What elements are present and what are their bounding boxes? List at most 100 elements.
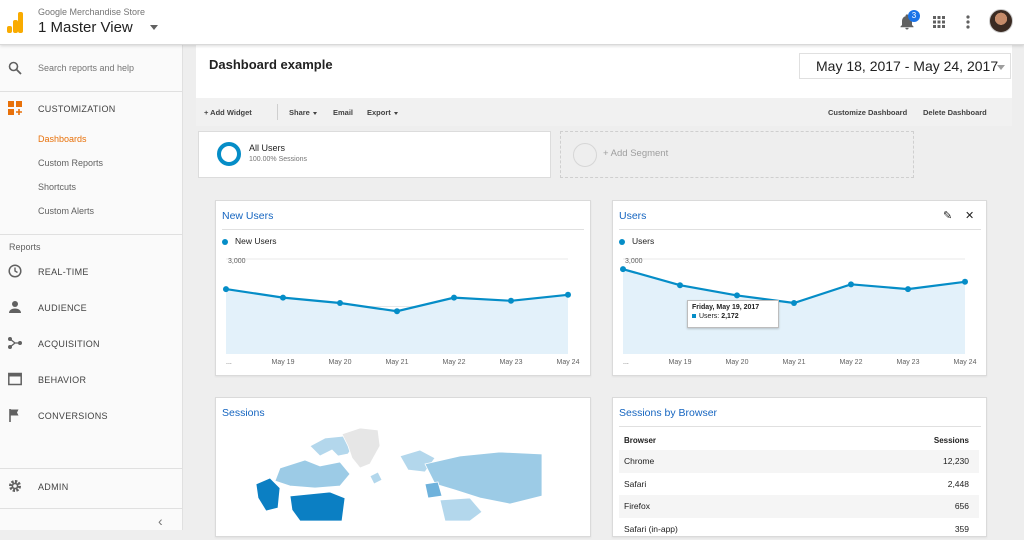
add-widget-button[interactable]: + Add Widget [204,108,252,117]
date-range-caret-icon [997,65,1005,70]
column-header-sessions[interactable]: Sessions [934,436,969,445]
legend-dot [222,239,228,245]
search-icon[interactable] [8,61,22,75]
data-point[interactable] [451,295,457,301]
sidebar-item-conversions[interactable]: CONVERSIONS [38,411,108,421]
series-area [226,289,568,354]
dashboard-title: Dashboard example [209,57,333,72]
add-segment-button[interactable]: + Add Segment [560,131,914,178]
browser-table: Browser Sessions Chrome 12,230 Safari 2,… [619,430,979,540]
data-point[interactable] [791,300,797,306]
widget-title[interactable]: Sessions [222,407,265,419]
gear-icon [8,479,22,493]
share-caret-icon [313,112,317,115]
data-point[interactable] [848,281,854,287]
sidebar-item-audience[interactable]: AUDIENCE [38,303,87,313]
export-button[interactable]: Export [367,108,398,117]
x-tick-label: May 19 [669,359,692,366]
x-tick-label: May 23 [897,359,920,366]
x-tick-label: May 21 [783,359,806,366]
widget-title[interactable]: Sessions by Browser [619,407,717,419]
map-region [370,472,382,484]
chart-legend: Users [619,236,654,246]
top-bar: Google Merchandise Store 1 Master View 3 [0,0,1024,45]
data-point[interactable] [223,286,229,292]
account-name[interactable]: Google Merchandise Store [38,7,145,17]
chart-legend: New Users [222,236,277,246]
x-tick-label: May 24 [557,359,580,366]
date-range-text: May 18, 2017 - May 24, 2017 [816,58,998,74]
view-dropdown-caret-icon[interactable] [150,25,158,30]
data-point[interactable] [962,279,968,285]
data-point[interactable] [620,266,626,272]
sidebar-item-shortcuts[interactable]: Shortcuts [38,182,76,192]
data-point[interactable] [565,292,571,298]
date-range-picker[interactable]: May 18, 2017 - May 24, 2017 [799,53,1011,79]
search-reports-input[interactable]: Search reports and help [38,63,134,73]
data-point[interactable] [394,308,400,314]
share-button[interactable]: Share [289,108,317,117]
series-area [623,269,965,354]
sidebar-item-behavior[interactable]: BEHAVIOR [38,375,86,385]
segment-percent: 100.00% Sessions [249,156,307,163]
x-tick-label: May 21 [386,359,409,366]
sidebar-item-custom-alerts[interactable]: Custom Alerts [38,206,94,216]
browser-name[interactable]: Chrome [624,456,654,466]
widget-title-divider [222,229,584,230]
sidebar-item-custom-reports[interactable]: Custom Reports [38,158,103,168]
analytics-logo-icon[interactable] [7,11,23,33]
sidebar-divider [0,91,183,92]
sidebar: Search reports and help CUSTOMIZATION Da… [0,45,183,530]
map-region [275,460,350,488]
tooltip-series-swatch [692,314,696,318]
browser-name[interactable]: Safari [624,479,646,489]
table-header: Browser Sessions [619,430,979,450]
share-label: Share [289,108,310,117]
sidebar-item-dashboards[interactable]: Dashboards [38,134,87,144]
data-point[interactable] [337,300,343,306]
flag-icon [8,408,22,422]
sessions-world-map[interactable] [220,426,542,521]
dashboard-toolbar: + Add Widget Share Email Export Customiz… [196,98,1012,126]
browser-name[interactable]: Safari (in-app) [624,524,678,534]
delete-dashboard-button[interactable]: Delete Dashboard [923,108,987,117]
data-point[interactable] [905,286,911,292]
column-header-browser[interactable]: Browser [624,436,656,445]
table-row: Chrome 12,230 [619,450,979,473]
sidebar-item-acquisition[interactable]: ACQUISITION [38,339,100,349]
user-avatar[interactable] [989,9,1013,33]
data-point[interactable] [508,298,514,304]
x-tick-label: May 24 [954,359,977,366]
x-tick-label: May 19 [272,359,295,366]
sidebar-item-customization[interactable]: CUSTOMIZATION [38,104,116,114]
edit-widget-icon[interactable]: ✎ [943,209,952,222]
customization-icon [8,101,22,115]
apps-grid-icon[interactable] [929,12,949,32]
empty-segment-ring-icon [573,143,597,167]
map-region [440,498,482,521]
export-label: Export [367,108,391,117]
widget-title[interactable]: New Users [222,210,273,222]
segment-all-users[interactable]: All Users 100.00% Sessions [198,131,551,178]
tooltip-date: Friday, May 19, 2017 [692,304,774,311]
export-caret-icon [394,112,398,115]
sessions-value: 12,230 [943,456,969,466]
view-selector[interactable]: 1 Master View [38,19,133,36]
more-vert-icon[interactable] [958,12,978,32]
collapse-sidebar-icon[interactable]: ‹ [158,513,163,529]
browser-name[interactable]: Firefox [624,501,650,511]
data-point[interactable] [280,295,286,301]
sidebar-item-real-time[interactable]: REAL-TIME [38,267,89,277]
data-point[interactable] [734,292,740,298]
close-widget-icon[interactable]: ✕ [965,209,974,222]
sidebar-item-admin[interactable]: ADMIN [38,482,69,492]
x-tick-label: May 20 [726,359,749,366]
x-tick-label: May 23 [500,359,523,366]
widget-title-divider [619,426,981,427]
legend-dot [619,239,625,245]
customize-dashboard-button[interactable]: Customize Dashboard [828,108,907,117]
email-button[interactable]: Email [333,108,353,117]
data-point[interactable] [677,282,683,288]
widget-title[interactable]: Users [619,210,646,222]
widget-new-users: New Users New Users 3,0001,500...May 19M… [215,200,591,376]
